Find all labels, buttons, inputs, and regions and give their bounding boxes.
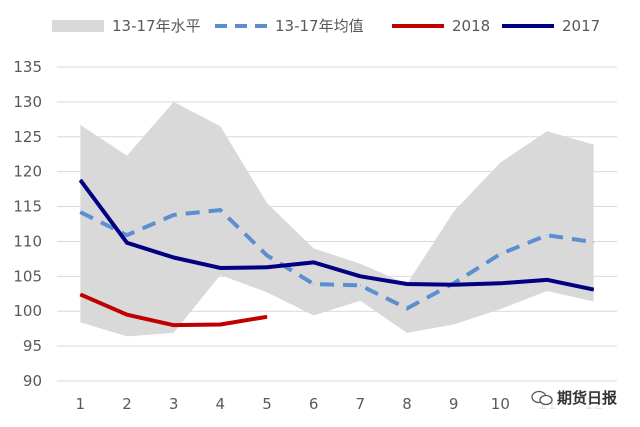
y-tick-label: 130: [13, 93, 42, 111]
data-point-13-17年均值: [266, 254, 268, 256]
data-point-13-17年均值: [126, 234, 128, 236]
x-axis-ticks: 123456789101112: [76, 395, 604, 413]
watermark: 期货日报: [527, 386, 620, 409]
data-point-2017: [593, 289, 595, 291]
x-tick-label: 3: [169, 395, 179, 413]
data-point-2017: [453, 284, 455, 286]
data-point-13-17年均值: [546, 234, 548, 236]
legend-label: 2018: [452, 17, 490, 35]
data-point-2018: [173, 324, 175, 326]
data-point-2018: [219, 323, 221, 325]
data-point-2017: [546, 279, 548, 281]
data-point-13-17年均值: [173, 214, 175, 216]
data-point-2017: [126, 242, 128, 244]
y-tick-label: 110: [13, 232, 42, 250]
data-point-2018: [79, 293, 81, 295]
data-point-2018: [126, 314, 128, 316]
y-axis-ticks: 90 95 100 105 110 115 120 125 130 135: [13, 58, 42, 390]
legend: 13-17年水平 13-17年均值 2018 2017: [52, 17, 600, 35]
wechat-icon: [531, 390, 553, 405]
data-point-13-17年均值: [219, 209, 221, 211]
x-tick-label: 7: [356, 395, 366, 413]
x-tick-label: 6: [309, 395, 319, 413]
legend-label: 2017: [562, 17, 600, 35]
data-point-2017: [499, 282, 501, 284]
y-tick-label: 115: [13, 198, 42, 216]
data-point-13-17年均值: [359, 284, 361, 286]
data-point-2017: [79, 179, 81, 181]
watermark-text: 期货日报: [556, 389, 617, 407]
series-line-2017: [78, 178, 595, 292]
y-tick-label: 90: [23, 372, 42, 390]
y-tick-label: 95: [23, 337, 42, 355]
y-tick-label: 135: [13, 58, 42, 76]
data-point-13-17年均值: [593, 241, 595, 243]
data-point-2017: [266, 266, 268, 268]
series-line-13-17年均值: [79, 208, 594, 311]
legend-label: 13-17年水平: [112, 17, 201, 35]
y-tick-label: 105: [13, 267, 42, 285]
data-point-2017: [173, 256, 175, 258]
data-point-13-17年均值: [79, 211, 81, 213]
data-point-13-17年均值: [499, 253, 501, 255]
data-point-2017: [359, 275, 361, 277]
x-tick-label: 2: [122, 395, 132, 413]
data-point-2018: [266, 316, 268, 318]
legend-swatch-band: [52, 20, 104, 32]
range-band: [80, 101, 594, 337]
x-tick-label: 9: [449, 395, 459, 413]
y-tick-label: 100: [13, 302, 42, 320]
series-lines: [78, 178, 595, 328]
data-point-2017: [219, 267, 221, 269]
x-tick-label: 4: [216, 395, 226, 413]
data-point-13-17年均值: [406, 307, 408, 309]
data-point-2017: [406, 283, 408, 285]
x-tick-label: 10: [491, 395, 510, 413]
x-tick-label: 5: [262, 395, 272, 413]
x-tick-label: 8: [402, 395, 412, 413]
legend-label: 13-17年均值: [275, 17, 364, 35]
range-band-area: [80, 101, 594, 337]
y-tick-label: 125: [13, 128, 42, 146]
data-point-2017: [313, 261, 315, 263]
data-point-13-17年均值: [313, 283, 315, 285]
y-tick-label: 120: [13, 163, 42, 181]
x-tick-label: 1: [76, 395, 86, 413]
